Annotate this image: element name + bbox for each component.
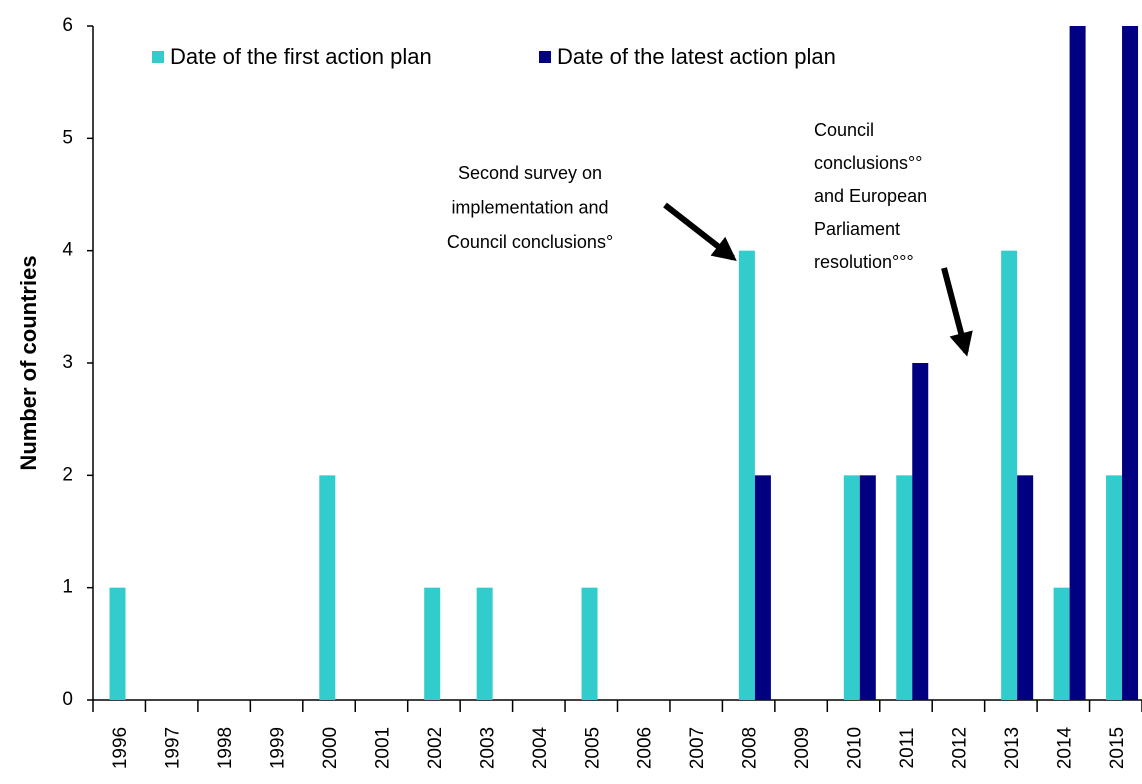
arrow xyxy=(663,202,737,261)
x-tick-label: 2004 xyxy=(530,726,551,769)
x-tick-label: 1997 xyxy=(163,727,184,769)
bar xyxy=(1053,587,1070,700)
x-tick-label: 2008 xyxy=(740,727,761,769)
annotation: Parliament xyxy=(814,219,900,239)
annotation: implementation and xyxy=(451,197,608,217)
legend-label: Date of the latest action plan xyxy=(557,44,836,69)
x-tick-label: 1996 xyxy=(110,727,131,769)
bar xyxy=(1017,475,1034,700)
y-tick-label: 6 xyxy=(62,15,73,36)
x-tick-label: 2011 xyxy=(897,728,918,769)
bar xyxy=(424,587,441,700)
x-tick-label: 2005 xyxy=(582,727,603,769)
legend-label: Date of the first action plan xyxy=(170,44,432,69)
bar xyxy=(912,363,929,700)
x-tick-label: 2002 xyxy=(425,727,446,769)
bar xyxy=(1106,475,1123,700)
x-tick-label: 2003 xyxy=(477,727,498,769)
x-tick-label: 2013 xyxy=(1002,727,1023,769)
x-tick-label: 1998 xyxy=(215,727,236,769)
legend-swatch xyxy=(152,51,164,63)
bar xyxy=(319,475,336,700)
y-tick-label: 4 xyxy=(62,240,73,261)
bar xyxy=(859,475,876,700)
bar xyxy=(738,250,755,700)
annotation: and European xyxy=(814,186,927,206)
bar xyxy=(843,475,860,700)
x-tick-label: 1999 xyxy=(268,727,289,769)
bar xyxy=(896,475,913,700)
x-tick-label: 2014 xyxy=(1054,726,1075,769)
x-tick-label: 2015 xyxy=(1107,727,1128,769)
y-tick-label: 1 xyxy=(62,577,73,598)
bar xyxy=(476,587,493,700)
y-tick-label: 5 xyxy=(62,127,73,148)
y-axis-label: Number of countries xyxy=(16,255,41,470)
arrow xyxy=(941,267,973,357)
annotation: Second survey on xyxy=(458,163,602,183)
x-tick-label: 2009 xyxy=(792,727,813,769)
bar xyxy=(1122,26,1139,700)
annotation: conclusions°° xyxy=(814,153,922,173)
x-tick-label: 2010 xyxy=(845,727,866,769)
x-tick-label: 2012 xyxy=(949,727,970,769)
bar xyxy=(1001,250,1018,700)
bar xyxy=(1069,26,1086,700)
x-tick-label: 2001 xyxy=(372,727,393,769)
y-tick-label: 2 xyxy=(62,464,73,485)
bar xyxy=(581,587,598,700)
annotation: resolution°°° xyxy=(814,252,914,272)
annotation: Council xyxy=(814,120,874,140)
x-tick-label: 2000 xyxy=(320,727,341,769)
x-tick-label: 2007 xyxy=(687,727,708,769)
x-tick-label: 2006 xyxy=(635,727,656,769)
bar xyxy=(754,475,771,700)
y-tick-label: 3 xyxy=(62,352,73,373)
bar xyxy=(109,587,126,700)
y-tick-label: 0 xyxy=(62,689,73,710)
annotation: Council conclusions° xyxy=(447,232,613,252)
legend-swatch xyxy=(539,51,551,63)
